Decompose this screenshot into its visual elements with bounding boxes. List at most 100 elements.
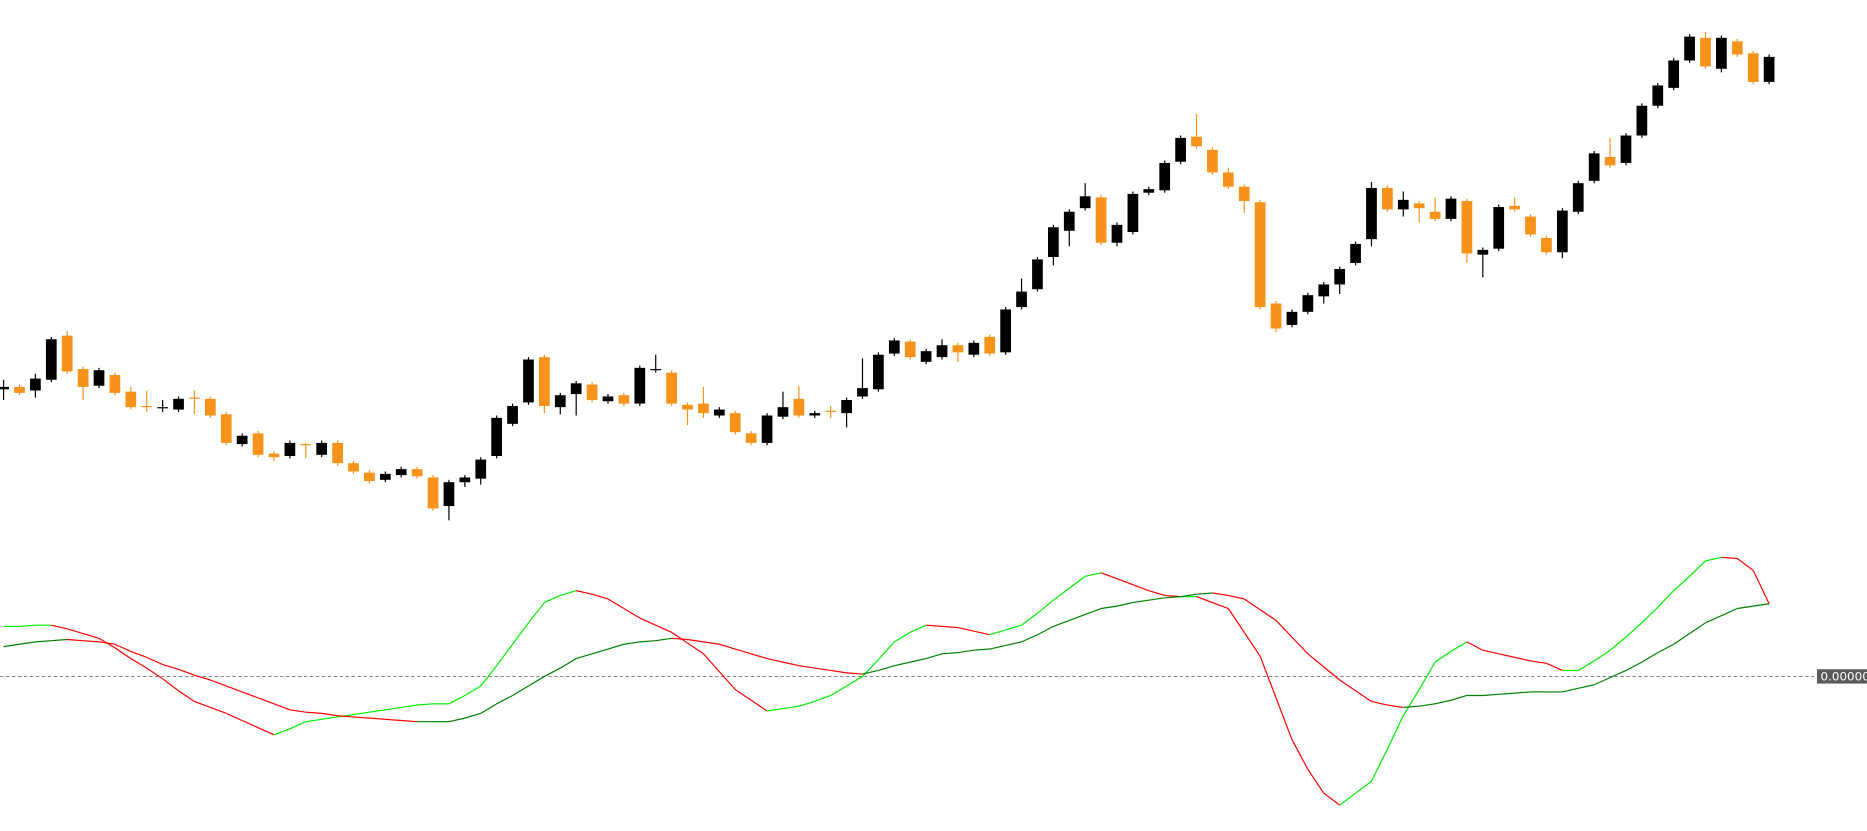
oscillator-segment	[527, 602, 545, 624]
oscillator-segment	[830, 669, 847, 674]
candle-body	[30, 378, 41, 391]
candle-body	[809, 413, 821, 416]
oscillator-segment	[559, 658, 577, 669]
oscillator-segment	[1514, 656, 1531, 662]
oscillator-segment	[1609, 669, 1627, 679]
oscillator-segment	[1466, 641, 1484, 651]
oscillator-segment	[1657, 643, 1674, 654]
candle-body	[825, 410, 837, 412]
candle-body	[1222, 172, 1234, 187]
candle-body	[1286, 311, 1298, 325]
oscillator-segment	[1355, 780, 1372, 794]
oscillator-segment	[369, 717, 386, 720]
candle-body	[936, 345, 948, 358]
candle-body	[459, 477, 471, 483]
oscillator-segment	[1387, 704, 1404, 708]
oscillator-segment	[798, 700, 815, 707]
oscillator-segment	[750, 653, 768, 660]
candle-body	[1254, 202, 1266, 308]
oscillator-segment	[639, 640, 656, 643]
oscillator-segment	[894, 661, 911, 667]
candle-body	[761, 415, 773, 443]
oscillator-segment	[909, 624, 927, 633]
oscillator-segment	[1355, 690, 1372, 702]
oscillator-segment	[241, 691, 259, 699]
candle-body	[857, 388, 868, 397]
oscillator-segment	[1212, 592, 1229, 596]
candle-body	[1111, 224, 1123, 243]
candle-body	[618, 395, 630, 404]
oscillator-segment	[178, 690, 195, 702]
oscillator-segment	[941, 652, 958, 655]
oscillator-segment	[528, 675, 545, 687]
candle-body	[348, 463, 359, 472]
oscillator-segment	[1275, 697, 1293, 740]
oscillator-segment	[1037, 625, 1054, 636]
oscillator-segment	[1673, 633, 1690, 645]
oscillator-segment	[1403, 705, 1420, 708]
oscillator-segment	[1705, 556, 1722, 562]
candle-body	[125, 391, 137, 408]
oscillator-segment	[257, 697, 275, 705]
oscillator-segment	[162, 663, 179, 670]
oscillator-segment	[1752, 570, 1770, 605]
candle-body	[77, 369, 89, 387]
oscillator-segment	[1259, 655, 1277, 699]
oscillator-segment	[1005, 641, 1022, 647]
candle-body	[268, 453, 280, 458]
oscillator-segment	[1386, 715, 1404, 750]
oscillator-segment	[973, 630, 990, 636]
candle-body	[1493, 206, 1505, 249]
oscillator-segment	[718, 671, 736, 690]
candle-body	[841, 400, 852, 414]
price-pane	[0, 31, 1775, 521]
oscillator-segment	[1657, 590, 1675, 608]
oscillator-segment	[1021, 634, 1038, 643]
oscillator-segment	[1085, 572, 1102, 577]
oscillator-segment	[146, 656, 163, 666]
oscillator-segment	[925, 653, 943, 660]
candle-body	[1095, 197, 1107, 243]
candle-body	[1016, 291, 1027, 308]
oscillator-segment	[321, 712, 338, 717]
oscillator-segment	[162, 678, 179, 692]
oscillator-segment	[1482, 693, 1499, 697]
oscillator-segment	[1243, 598, 1261, 611]
oscillator-segment	[210, 706, 227, 714]
oscillator-segment	[576, 590, 593, 595]
oscillator-segment	[1212, 601, 1229, 610]
oscillator-segment	[719, 643, 736, 650]
oscillator-segment	[671, 631, 688, 644]
candle-body	[1063, 211, 1075, 231]
oscillator-segment	[305, 711, 322, 714]
oscillator-segment	[544, 594, 561, 604]
oscillator-segment	[1546, 662, 1563, 672]
candle-body	[650, 369, 662, 371]
oscillator-segment	[1530, 660, 1547, 664]
oscillator-segment	[51, 624, 68, 630]
oscillator-segment	[623, 608, 641, 619]
oscillator-segment	[591, 648, 609, 655]
oscillator-segment	[1227, 608, 1245, 633]
candle-body	[14, 386, 25, 393]
oscillator-segment	[401, 719, 418, 723]
oscillator-segment	[1275, 620, 1293, 638]
oscillator-segment	[1625, 661, 1643, 671]
candle-body	[1556, 210, 1568, 253]
oscillator-segment	[1323, 792, 1341, 806]
oscillator-segment	[1180, 593, 1197, 598]
oscillator-segment	[798, 665, 815, 669]
candle-body	[491, 417, 503, 457]
oscillator-segment	[35, 640, 52, 643]
oscillator-segment	[989, 644, 1006, 650]
oscillator-segment	[1164, 596, 1181, 599]
candle-body	[475, 459, 487, 479]
oscillator-segment	[337, 715, 354, 718]
oscillator-segment	[1291, 739, 1309, 770]
candle-body	[586, 384, 598, 401]
oscillator-segment	[353, 716, 370, 719]
oscillator-segment	[512, 622, 529, 645]
oscillator-segment	[98, 641, 116, 645]
oscillator-segment	[353, 711, 370, 716]
oscillator-segment	[1291, 636, 1309, 655]
